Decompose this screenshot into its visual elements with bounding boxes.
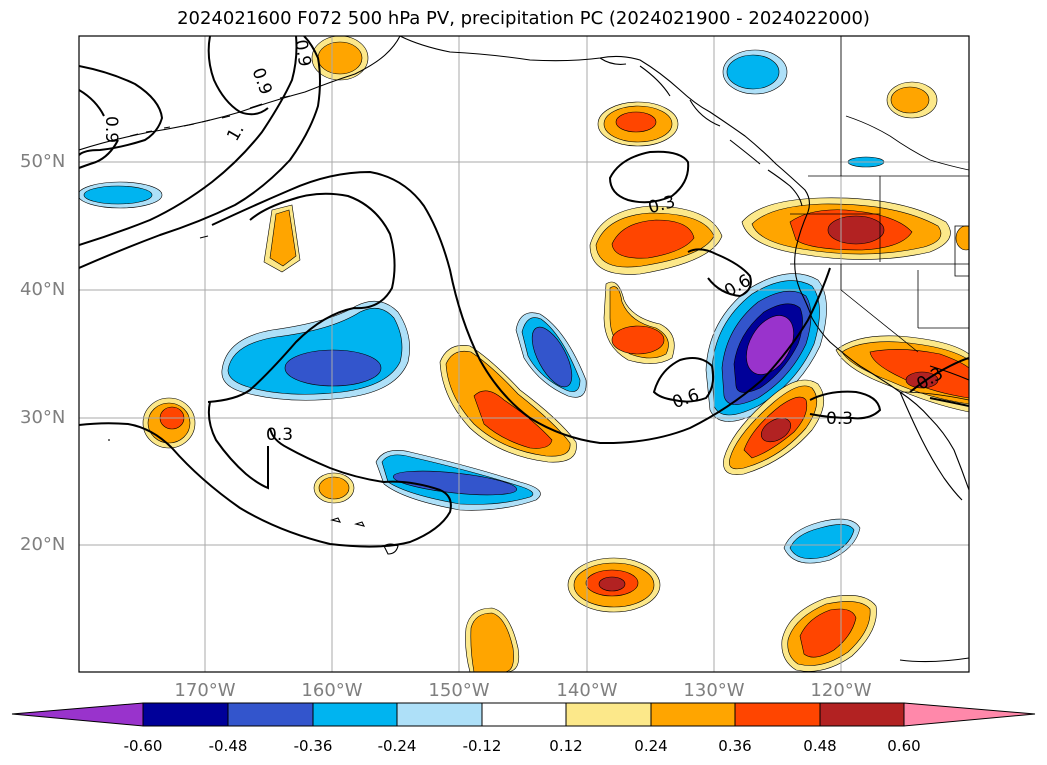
precip-blob bbox=[890, 86, 930, 114]
precip-blob bbox=[83, 185, 153, 205]
map-title: 2024021600 F072 500 hPa PV, precipitatio… bbox=[177, 8, 870, 29]
map-area: 0.9 0.9 0.9 1. 0.3 0.6 0.6 0.3 0.3 0.3 bbox=[79, 36, 969, 672]
colorbar-tick-label: -0.12 bbox=[462, 737, 502, 755]
colorbar-segment bbox=[396, 702, 483, 727]
lon-label: 160°W bbox=[301, 680, 363, 701]
precip-blob bbox=[760, 417, 792, 443]
lat-label: 20°N bbox=[20, 534, 66, 555]
pv-contour bbox=[79, 89, 119, 169]
precip-blob bbox=[393, 470, 517, 496]
lon-label: 130°W bbox=[683, 680, 745, 701]
colorbar-segment bbox=[734, 702, 821, 727]
colorbar-tick-label: -0.48 bbox=[208, 737, 248, 755]
precip-blob bbox=[317, 41, 363, 75]
lon-label: 170°W bbox=[174, 680, 236, 701]
pv-contour bbox=[608, 150, 690, 204]
colorbar-tick-label: -0.60 bbox=[123, 737, 163, 755]
precip-blob bbox=[473, 390, 553, 449]
precip-blob bbox=[905, 371, 939, 389]
colorbar-segment bbox=[565, 702, 652, 727]
pv-contour bbox=[809, 390, 882, 420]
contour-label: 0.3 bbox=[826, 409, 853, 429]
precip-blob bbox=[746, 315, 794, 375]
colorbar-segment bbox=[819, 702, 905, 727]
precip-blob bbox=[726, 54, 780, 90]
pv-contour bbox=[79, 65, 164, 156]
precip-blob bbox=[598, 576, 626, 592]
precip-blob bbox=[318, 476, 350, 500]
colorbar-tick-label: 0.48 bbox=[803, 737, 837, 755]
precip-blob bbox=[611, 219, 695, 259]
precip-blob bbox=[470, 612, 514, 672]
colorbar-extend-low bbox=[11, 702, 144, 727]
colorbar-tick-label: 0.12 bbox=[549, 737, 583, 755]
pv-contour bbox=[207, 192, 396, 403]
colorbar-tick-label: 0.24 bbox=[634, 737, 668, 755]
contour-label: 0.9 bbox=[101, 116, 121, 143]
precip-blob bbox=[615, 111, 657, 133]
map-frame bbox=[78, 35, 970, 673]
lat-label: 40°N bbox=[20, 279, 66, 300]
borders bbox=[790, 36, 969, 401]
colorbar-tick-label: 0.60 bbox=[887, 737, 921, 755]
precip-blob bbox=[531, 326, 573, 388]
colorbar-tick-label: 0.36 bbox=[718, 737, 752, 755]
lat-label: 50°N bbox=[20, 151, 66, 172]
pv-contour bbox=[79, 36, 321, 269]
colorbar bbox=[11, 702, 1036, 727]
precip-blob bbox=[789, 524, 855, 559]
precip-blob bbox=[269, 209, 297, 267]
lat-label: 30°N bbox=[20, 407, 66, 428]
precip-blob bbox=[827, 215, 885, 245]
precip-blob bbox=[611, 325, 665, 355]
contour-label: 0.9 bbox=[290, 38, 314, 68]
colorbar-segment bbox=[227, 702, 314, 727]
colorbar-segment bbox=[142, 702, 229, 727]
pv-contour bbox=[909, 357, 969, 407]
pv-contour bbox=[687, 248, 752, 298]
precip-blob bbox=[799, 608, 857, 658]
precip-blob bbox=[955, 225, 969, 251]
colorbar-segment bbox=[481, 702, 567, 727]
colorbar-tick-label: -0.24 bbox=[377, 737, 417, 755]
colorbar-tick-label: -0.36 bbox=[293, 737, 333, 755]
lon-label: 120°W bbox=[810, 680, 872, 701]
colorbar-segment bbox=[312, 702, 398, 727]
pv-contour bbox=[211, 170, 831, 445]
precip-blob bbox=[284, 349, 382, 387]
lon-label: 150°W bbox=[428, 680, 490, 701]
pv-contour bbox=[652, 357, 715, 403]
coastlines bbox=[79, 36, 969, 663]
pv-contour bbox=[207, 401, 269, 490]
lon-label: 140°W bbox=[556, 680, 618, 701]
pv-contour bbox=[79, 36, 298, 246]
pv-contours bbox=[79, 36, 969, 548]
colorbar-segment bbox=[650, 702, 736, 727]
contour-label: 0.3 bbox=[266, 425, 293, 445]
pv-contour bbox=[79, 422, 452, 548]
colorbar-extend-high bbox=[903, 702, 1036, 727]
pv-contour bbox=[207, 36, 269, 116]
